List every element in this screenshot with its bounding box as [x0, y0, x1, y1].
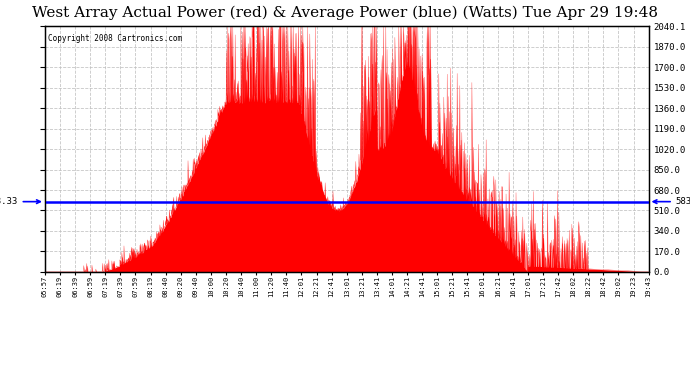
- Text: West Array Actual Power (red) & Average Power (blue) (Watts) Tue Apr 29 19:48: West Array Actual Power (red) & Average …: [32, 6, 658, 20]
- Text: 583.33: 583.33: [0, 197, 40, 206]
- Text: 583.33: 583.33: [653, 197, 690, 206]
- Text: Copyright 2008 Cartronics.com: Copyright 2008 Cartronics.com: [48, 34, 182, 43]
